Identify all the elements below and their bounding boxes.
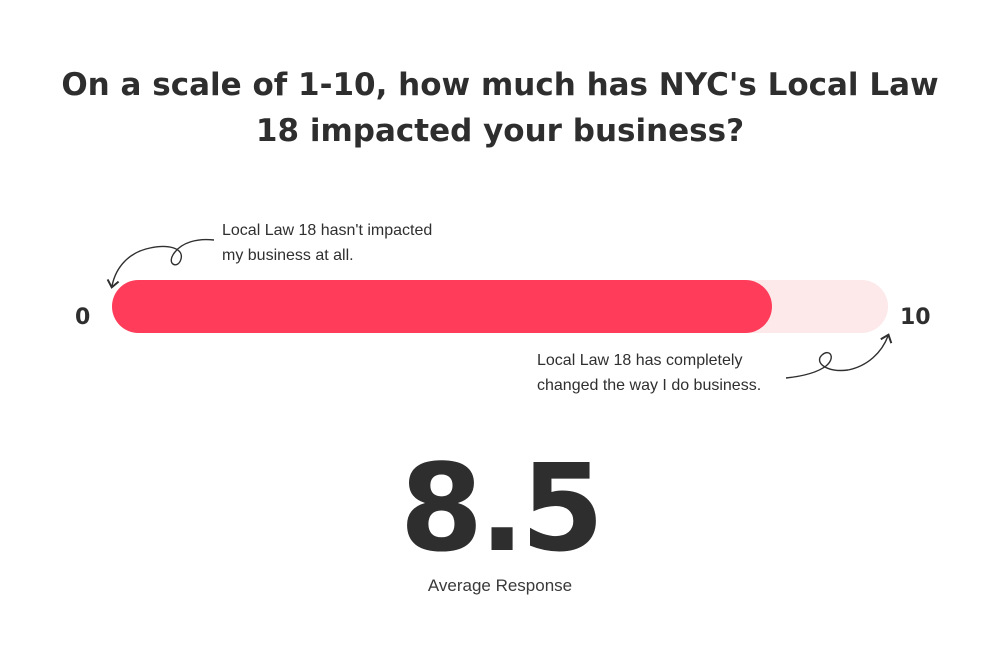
- scale-track: [112, 280, 888, 333]
- average-caption: Average Response: [427, 576, 573, 595]
- scale-min-label: 0: [75, 305, 91, 330]
- annotation-low-end: Local Law 18 hasn't impacted my business…: [222, 222, 433, 264]
- average-response-bar: [112, 280, 772, 333]
- high-end-arrow: [785, 333, 893, 379]
- chart-title: On a scale of 1-10, how much has NYC's L…: [61, 67, 939, 149]
- scale-max-label: 10: [900, 305, 931, 330]
- average-value: 8.5: [399, 440, 605, 579]
- annotation-high-end: Local Law 18 has completely changed the …: [537, 352, 762, 394]
